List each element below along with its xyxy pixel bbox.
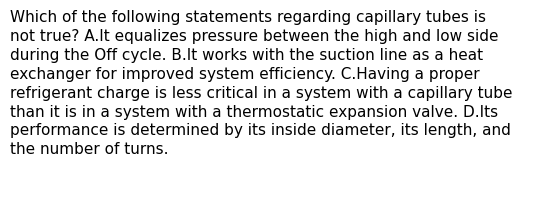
Text: Which of the following statements regarding capillary tubes is
not true? A.It eq: Which of the following statements regard… xyxy=(10,10,513,157)
